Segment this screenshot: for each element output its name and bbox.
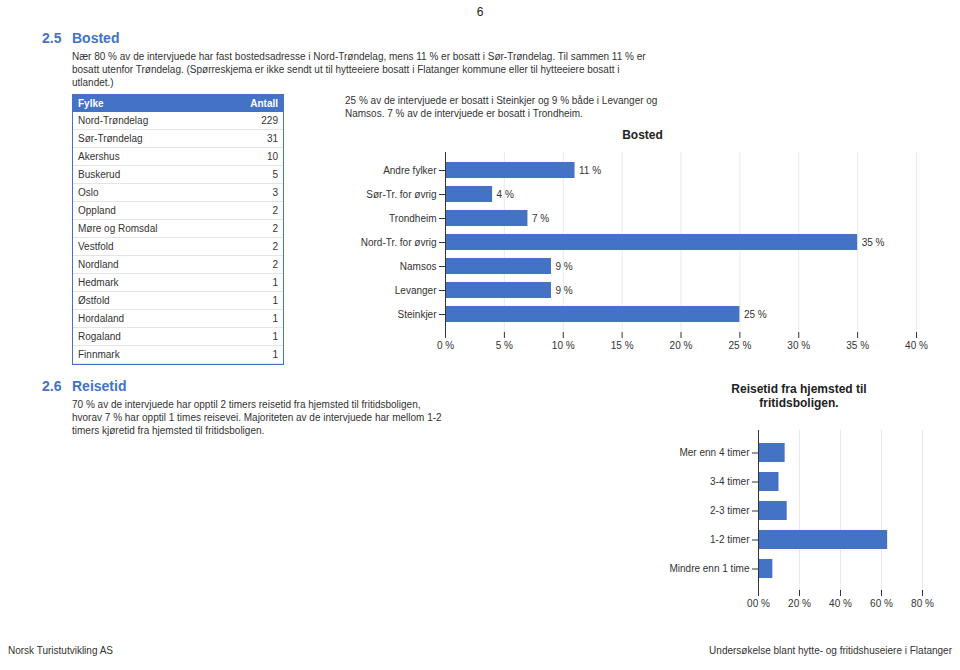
svg-text:40 %: 40 % xyxy=(905,340,928,351)
svg-text:30 %: 30 % xyxy=(787,340,810,351)
svg-text:10 %: 10 % xyxy=(552,340,575,351)
svg-text:15 %: 15 % xyxy=(611,340,634,351)
html-text:Østfold: Østfold xyxy=(78,295,110,306)
html-text:2.5: 2.5 xyxy=(42,30,62,46)
html-text:2: 2 xyxy=(272,259,278,270)
svg-text:Trondheim: Trondheim xyxy=(389,213,436,224)
html-text:70 % av de intervjuede har opp: 70 % av de intervjuede har opptil 2 time… xyxy=(72,399,421,410)
svg-text:9 %: 9 % xyxy=(555,261,572,272)
svg-text:4 %: 4 % xyxy=(497,189,514,200)
svg-text:7 %: 7 % xyxy=(532,213,549,224)
svg-text:Levanger: Levanger xyxy=(395,285,437,296)
html-text:Bosted: Bosted xyxy=(622,128,663,142)
svg-text:Andre fylker: Andre fylker xyxy=(383,165,437,176)
html-text:Nordland: Nordland xyxy=(78,259,119,270)
html-text:Sør-Trøndelag: Sør-Trøndelag xyxy=(78,133,143,144)
svg-text:1-2 timer: 1-2 timer xyxy=(710,534,750,545)
html-text:Norsk Turistutvikling AS: Norsk Turistutvikling AS xyxy=(8,645,113,656)
svg-text:35 %: 35 % xyxy=(846,340,869,351)
html-text:1: 1 xyxy=(272,331,278,342)
svg-text:Namsos: Namsos xyxy=(400,261,437,272)
svg-text:Sør-Tr. for øvrig: Sør-Tr. for øvrig xyxy=(366,189,436,200)
svg-text:35 %: 35 % xyxy=(862,237,885,248)
html-text:2.6: 2.6 xyxy=(42,378,62,394)
svg-text:80 %: 80 % xyxy=(911,598,934,609)
svg-text:3-4 timer: 3-4 timer xyxy=(710,476,750,487)
html-text:10: 10 xyxy=(266,151,278,162)
svg-text:25 %: 25 % xyxy=(744,309,767,320)
html-text:1: 1 xyxy=(272,295,278,306)
html-text:Buskerud: Buskerud xyxy=(78,169,121,180)
html-text:1: 1 xyxy=(272,313,278,324)
html-text:2: 2 xyxy=(272,241,278,252)
html-text:3: 3 xyxy=(272,187,278,198)
html-text:utlandet.): utlandet.) xyxy=(72,77,114,88)
html-text:Vestfold: Vestfold xyxy=(78,241,114,252)
html-text:Oslo: Oslo xyxy=(78,187,99,198)
svg-text:60 %: 60 % xyxy=(870,598,893,609)
svg-text:25 %: 25 % xyxy=(728,340,751,351)
svg-text:Nord-Tr. for øvrig: Nord-Tr. for øvrig xyxy=(361,237,437,248)
html-text:Reisetid: Reisetid xyxy=(72,378,127,394)
svg-text:2-3 timer: 2-3 timer xyxy=(710,505,750,516)
html-text:Nær 80 % av de intervjuede har: Nær 80 % av de intervjuede har fast bost… xyxy=(72,51,646,62)
html-text:Rogaland: Rogaland xyxy=(78,331,121,342)
svg-text:Mindre enn 1 time: Mindre enn 1 time xyxy=(669,563,749,574)
html-text:6: 6 xyxy=(476,5,484,19)
html-text:2: 2 xyxy=(272,205,278,216)
html-text:Hordaland: Hordaland xyxy=(78,313,125,324)
svg-text:Mer enn 4 timer: Mer enn 4 timer xyxy=(679,447,750,458)
html-text:Nord-Trøndelag: Nord-Trøndelag xyxy=(78,115,149,126)
svg-text:9 %: 9 % xyxy=(555,285,572,296)
html-text:2: 2 xyxy=(272,223,278,234)
svg-text:20 %: 20 % xyxy=(788,598,811,609)
svg-text:0 %: 0 % xyxy=(437,340,454,351)
html-text:Finnmark: Finnmark xyxy=(78,349,120,360)
html-text:Reisetid fra hjemsted til frit: Reisetid fra hjemsted til fritidsboligen… xyxy=(731,382,867,410)
svg-text:11 %: 11 % xyxy=(579,165,601,176)
html-text:Oppland: Oppland xyxy=(78,205,116,216)
html-text:1: 1 xyxy=(272,349,278,360)
html-text:Møre og Romsdal: Møre og Romsdal xyxy=(78,223,158,234)
html-text:25 % av de intervjuede er bosa: 25 % av de intervjuede er bosatt i Stein… xyxy=(345,95,658,106)
svg-text:00 %: 00 % xyxy=(747,598,770,609)
html-text:Fylke: Fylke xyxy=(78,98,104,109)
html-text:Bosted: Bosted xyxy=(72,30,120,46)
html-text:Akershus: Akershus xyxy=(78,151,120,162)
html-text:Namsos. 7 % av de intervjuede: Namsos. 7 % av de intervjuede er bosatt … xyxy=(345,108,583,119)
html-text:229: 229 xyxy=(261,115,278,126)
html-text:1: 1 xyxy=(272,277,278,288)
html-text:bosatt utenfor Trøndelag. (Spø: bosatt utenfor Trøndelag. (Spørreskjema … xyxy=(72,64,620,75)
html-text:Hedmark: Hedmark xyxy=(78,277,119,288)
svg-text:5 %: 5 % xyxy=(496,340,513,351)
html-text:timers kjøretid fra hjemsted t: timers kjøretid fra hjemsted til fritids… xyxy=(72,425,265,436)
html-text:5: 5 xyxy=(272,169,278,180)
svg-text:20 %: 20 % xyxy=(670,340,693,351)
svg-text:40 %: 40 % xyxy=(829,598,852,609)
html-text:Antall: Antall xyxy=(250,98,278,109)
html-text:Undersøkelse blant hytte- og f: Undersøkelse blant hytte- og fritidshuse… xyxy=(709,645,952,656)
html-text:hvorav 7 % har opptil 1 times: hvorav 7 % har opptil 1 times reisevei. … xyxy=(72,412,442,423)
html-text:31: 31 xyxy=(266,133,278,144)
svg-text:Steinkjer: Steinkjer xyxy=(398,309,438,320)
